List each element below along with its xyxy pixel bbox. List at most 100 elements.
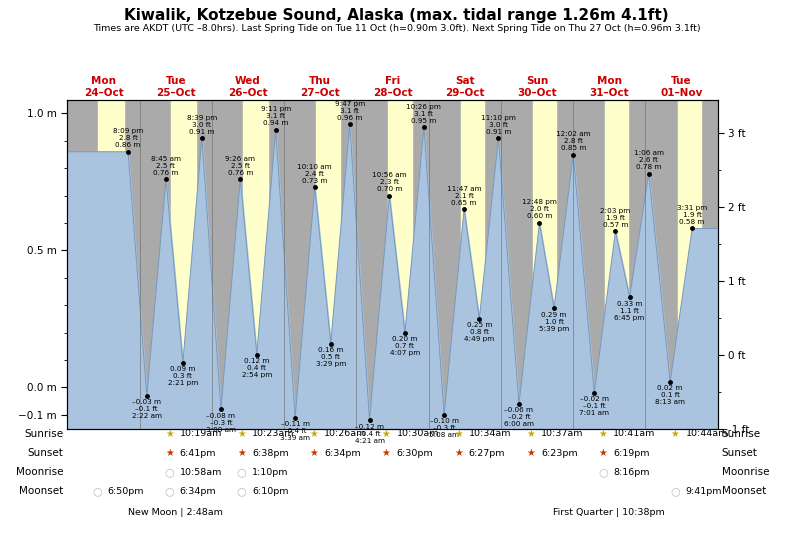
Text: 10:37am: 10:37am [541,430,584,438]
Text: ★: ★ [527,429,535,439]
Bar [461,100,485,429]
Text: 6:27pm: 6:27pm [469,448,505,458]
Text: 8:16pm: 8:16pm [613,468,649,477]
Text: 9:26 am
2.5 ft
0.76 m: 9:26 am 2.5 ft 0.76 m [225,156,255,176]
Text: ★: ★ [671,429,680,439]
Text: ○: ○ [670,486,680,496]
Text: ★: ★ [381,448,391,458]
Text: 30–Oct: 30–Oct [517,88,557,98]
Text: 8:45 am
2.5 ft
0.76 m: 8:45 am 2.5 ft 0.76 m [151,156,181,176]
Text: Sunset: Sunset [28,448,63,458]
Text: 6:19pm: 6:19pm [613,448,649,458]
Text: –0.12 m
–0.4 ft
4:21 am: –0.12 m –0.4 ft 4:21 am [354,424,385,444]
Text: Sunrise: Sunrise [722,429,760,439]
Text: 25–Oct: 25–Oct [156,88,196,98]
Text: Sunrise: Sunrise [25,429,63,439]
Text: 10:56 am
2.3 ft
0.70 m: 10:56 am 2.3 ft 0.70 m [372,172,407,192]
Text: ★: ★ [237,448,246,458]
Text: ★: ★ [381,429,391,439]
Text: ★: ★ [165,429,174,439]
Text: ★: ★ [165,448,174,458]
Text: 10:26am: 10:26am [324,430,366,438]
Text: 6:34pm: 6:34pm [324,448,361,458]
Bar [678,100,700,429]
Text: 8:09 pm
2.8 ft
0.86 m: 8:09 pm 2.8 ft 0.86 m [113,128,144,148]
Text: 9:11 pm
3.1 ft
0.94 m: 9:11 pm 3.1 ft 0.94 m [261,106,291,126]
Text: 28–Oct: 28–Oct [373,88,412,98]
Bar [389,100,412,429]
Text: 0.16 m
0.5 ft
3:29 pm: 0.16 m 0.5 ft 3:29 pm [316,347,346,367]
Text: 24–Oct: 24–Oct [83,88,124,98]
Text: Sunset: Sunset [722,448,757,458]
Text: Kiwalik, Kotzebue Sound, Alaska (max. tidal range 1.26m 4.1ft): Kiwalik, Kotzebue Sound, Alaska (max. ti… [125,8,668,23]
Text: 6:34pm: 6:34pm [180,487,216,496]
Text: –0.10 m
–0.3 ft
5:08 am: –0.10 m –0.3 ft 5:08 am [429,418,459,438]
Text: ★: ★ [527,448,535,458]
Bar [243,100,268,429]
Text: –0.03 m
–0.1 ft
2:22 am: –0.03 m –0.1 ft 2:22 am [132,399,162,419]
Text: 0.12 m
0.4 ft
2:54 pm: 0.12 m 0.4 ft 2:54 pm [242,358,272,378]
Text: 0.20 m
0.7 ft
4:07 pm: 0.20 m 0.7 ft 4:07 pm [390,336,420,356]
Text: Sun: Sun [526,76,548,86]
Text: Tue: Tue [671,76,691,86]
Text: 12:48 pm
2.0 ft
0.60 m: 12:48 pm 2.0 ft 0.60 m [522,199,557,219]
Text: Sat: Sat [455,76,474,86]
Text: ★: ★ [599,429,607,439]
Text: –0.08 m
–0.3 ft
3:00 am: –0.08 m –0.3 ft 3:00 am [206,413,236,433]
Text: –0.11 m
–0.4 ft
3:39 am: –0.11 m –0.4 ft 3:39 am [280,421,310,441]
Text: 0.09 m
0.3 ft
2:21 pm: 0.09 m 0.3 ft 2:21 pm [168,367,198,386]
Text: ★: ★ [599,448,607,458]
Bar [605,100,628,429]
Text: ★: ★ [309,448,318,458]
Text: 10:19am: 10:19am [180,430,222,438]
Text: Mon: Mon [597,76,622,86]
Text: 10:34am: 10:34am [469,430,511,438]
Bar [98,100,124,429]
Text: 31–Oct: 31–Oct [589,88,629,98]
Text: ○: ○ [165,467,174,477]
Text: 6:41pm: 6:41pm [180,448,216,458]
Text: 11:47 am
2.1 ft
0.65 m: 11:47 am 2.1 ft 0.65 m [446,186,481,206]
Text: ★: ★ [454,448,463,458]
Bar [316,100,340,429]
Text: –0.06 m
–0.2 ft
6:00 am: –0.06 m –0.2 ft 6:00 am [504,407,534,427]
Text: ★: ★ [309,429,318,439]
Text: 3:31 pm
1.9 ft
0.58 m: 3:31 pm 1.9 ft 0.58 m [677,205,707,225]
Text: ○: ○ [598,467,607,477]
Text: 6:23pm: 6:23pm [541,448,577,458]
Text: Mon: Mon [91,76,116,86]
Text: 6:10pm: 6:10pm [252,487,289,496]
Text: 10:30am: 10:30am [396,430,439,438]
Bar [171,100,196,429]
Text: 12:02 am
2.8 ft
0.85 m: 12:02 am 2.8 ft 0.85 m [556,131,591,151]
Text: Thu: Thu [309,76,331,86]
Text: 9:41pm: 9:41pm [685,487,722,496]
Text: 9:47 pm
3.1 ft
0.96 m: 9:47 pm 3.1 ft 0.96 m [335,101,365,121]
Text: Moonset: Moonset [19,486,63,496]
Text: 01–Nov: 01–Nov [661,88,703,98]
Text: Moonrise: Moonrise [16,467,63,477]
Text: 6:30pm: 6:30pm [396,448,433,458]
Text: 10:44am: 10:44am [685,430,728,438]
Text: 0.25 m
0.8 ft
4:49 pm: 0.25 m 0.8 ft 4:49 pm [464,322,494,342]
Text: Moonrise: Moonrise [722,467,769,477]
Text: ○: ○ [92,486,102,496]
Text: Wed: Wed [236,76,261,86]
Text: Fri: Fri [385,76,400,86]
Text: 10:58am: 10:58am [180,468,222,477]
Text: 10:23am: 10:23am [252,430,294,438]
Text: 2:03 pm
1.9 ft
0.57 m: 2:03 pm 1.9 ft 0.57 m [600,208,630,227]
Text: ★: ★ [454,429,463,439]
Text: ★: ★ [237,429,246,439]
Text: Times are AKDT (UTC –8.0hrs). Last Spring Tide on Tue 11 Oct (h=0.90m 3.0ft). Ne: Times are AKDT (UTC –8.0hrs). Last Sprin… [93,24,700,33]
Text: 27–Oct: 27–Oct [301,88,340,98]
Text: –0.02 m
–0.1 ft
7:01 am: –0.02 m –0.1 ft 7:01 am [580,397,609,417]
Text: Moonset: Moonset [722,486,766,496]
Text: ○: ○ [237,467,247,477]
Text: 1:06 am
2.6 ft
0.78 m: 1:06 am 2.6 ft 0.78 m [634,150,664,170]
Text: 10:41am: 10:41am [613,430,656,438]
Text: New Moon | 2:48am: New Moon | 2:48am [128,508,223,517]
Text: 0.02 m
0.1 ft
8:13 am: 0.02 m 0.1 ft 8:13 am [655,385,685,405]
Text: 26–Oct: 26–Oct [228,88,268,98]
Text: 6:38pm: 6:38pm [252,448,289,458]
